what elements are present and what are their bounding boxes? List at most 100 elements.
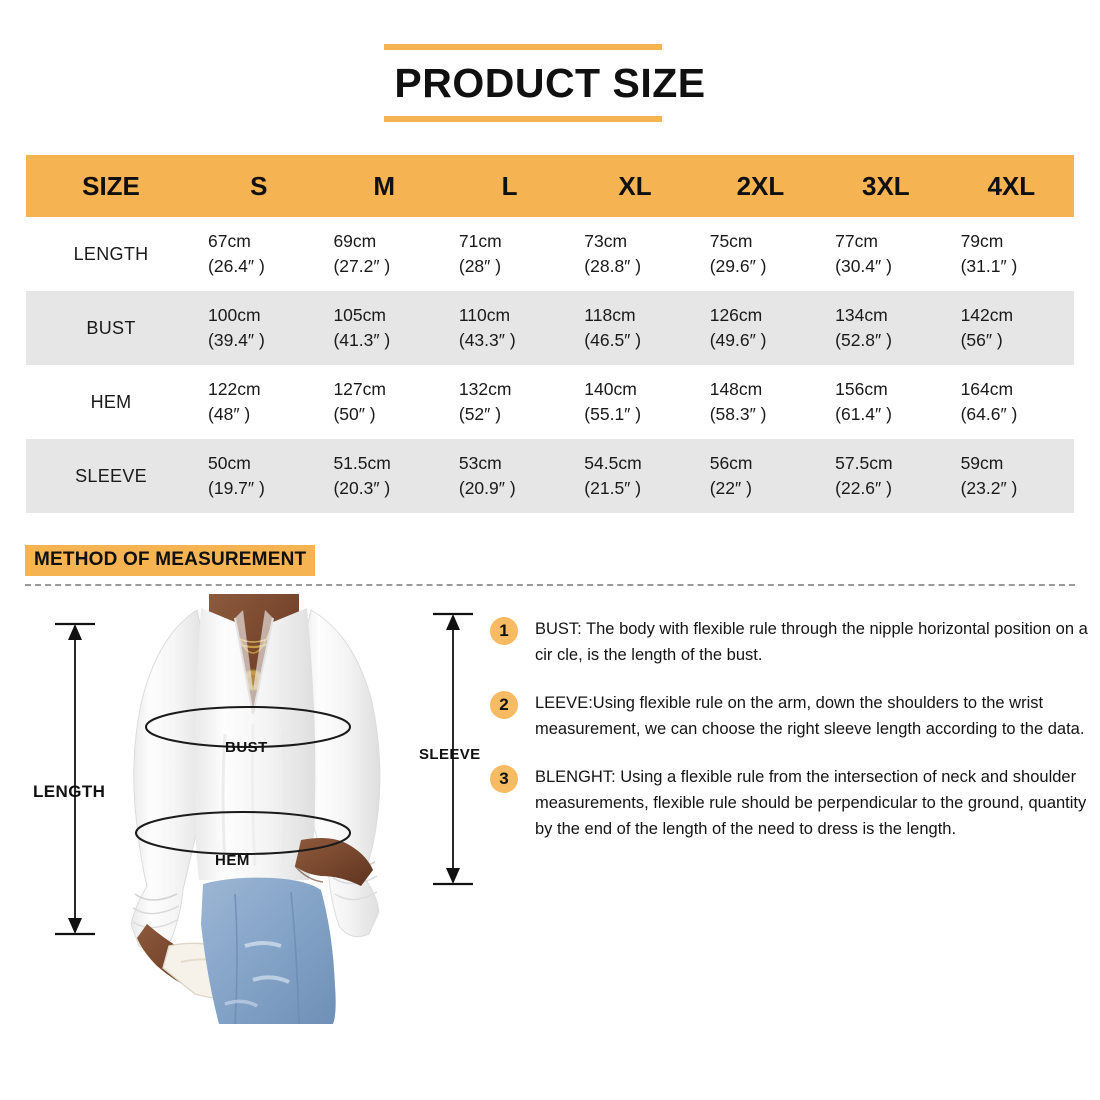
- page-title-block: PRODUCT SIZE: [0, 0, 1100, 122]
- cell-bust-2xl: 126cm (49.6″ ): [697, 291, 824, 365]
- cell-cm-value: 127cm: [333, 379, 386, 400]
- size-table-col-header-l: L: [446, 155, 573, 217]
- instruction-item-3: 3 BLENGHT: Using a flexible rule from the…: [485, 764, 1100, 842]
- size-table-col-header-2xl: 2XL: [697, 155, 824, 217]
- cell-bust-xl: 118cm (46.5″ ): [572, 291, 698, 365]
- row-label-sleeve: SLEEVE: [26, 439, 197, 513]
- method-body: BUST HEM LENGTH SLEEVE 1 BUST: The: [25, 594, 1088, 1024]
- table-row: LENGTH 67cm (26.4″ ) 69cm (27.2″ ) 71cm (28″ )…: [26, 217, 1074, 291]
- row-label-bust: BUST: [26, 291, 197, 365]
- cell-bust-m: 105cm (41.3″ ): [321, 291, 447, 365]
- cell-cm-value: 100cm: [208, 305, 261, 326]
- cell-inch-value: (23.2″ ): [960, 478, 1018, 498]
- cell-inch-value: (28.8″ ): [584, 256, 642, 276]
- title-inner: PRODUCT SIZE: [384, 44, 715, 122]
- size-table-col-header-3xl: 3XL: [823, 155, 949, 217]
- table-row: SLEEVE 50cm (19.7″ ) 51.5cm (20.3″ ) 53cm (20.…: [26, 439, 1074, 513]
- cell-hem-2xl: 148cm (58.3″ ): [697, 365, 824, 439]
- cell-length-s: 67cm (26.4″ ): [196, 217, 322, 291]
- cell-cm-value: 59cm: [960, 453, 1004, 474]
- cell-cm-value: 77cm: [835, 231, 878, 252]
- cell-inch-value: (43.3″ ): [458, 330, 516, 350]
- cell-cm-value: 71cm: [458, 231, 502, 252]
- cell-hem-3xl: 156cm (61.4″ ): [823, 365, 949, 439]
- instruction-item-2: 2 LEEVE:Using flexible rule on the arm, d…: [485, 690, 1100, 742]
- cell-inch-value: (52″ ): [458, 404, 502, 424]
- page-title: PRODUCT SIZE: [394, 60, 706, 106]
- sleeve-diagram-label: SLEEVE: [419, 746, 481, 763]
- size-table-col-header-xl: XL: [572, 155, 698, 217]
- method-of-measurement-section: METHOD OF MEASUREMENT: [0, 545, 1100, 1024]
- length-measure-arrow: [55, 622, 95, 936]
- table-row: HEM 122cm (48″ ) 127cm (50″ ) 132cm (52″ ) 140c…: [26, 365, 1074, 439]
- cell-cm-value: 126cm: [709, 305, 763, 326]
- instruction-text: BUST: The body with flexible rule throug…: [535, 620, 1088, 665]
- instruction-text: BLENGHT: Using a flexible rule from the …: [535, 768, 1087, 839]
- cell-bust-l: 110cm (43.3″ ): [446, 291, 573, 365]
- title-top-bar: [384, 44, 663, 50]
- cell-cm-value: 56cm: [709, 453, 753, 474]
- cell-inch-value: (31.1″ ): [960, 256, 1018, 276]
- model-jeans: [201, 877, 336, 1024]
- cell-bust-3xl: 134cm (52.8″ ): [823, 291, 949, 365]
- instruction-number-badge: 1: [490, 617, 518, 645]
- size-table-body: LENGTH 67cm (26.4″ ) 69cm (27.2″ ) 71cm (28″ )…: [26, 217, 1074, 513]
- cell-cm-value: 122cm: [208, 379, 261, 400]
- cell-inch-value: (55.1″ ): [584, 404, 642, 424]
- bust-measure-ellipse: [145, 706, 351, 748]
- cell-inch-value: (46.5″ ): [584, 330, 642, 350]
- cell-inch-value: (48″ ): [208, 404, 251, 424]
- cell-cm-value: 132cm: [458, 379, 512, 400]
- cell-length-l: 71cm (28″ ): [446, 217, 573, 291]
- size-table-header-row: SIZE S M L XL 2XL 3XL 4XL: [26, 155, 1074, 217]
- size-table-col-header-m: M: [321, 155, 447, 217]
- cell-hem-xl: 140cm (55.1″ ): [572, 365, 698, 439]
- instruction-number-badge: 3: [490, 765, 518, 794]
- hem-diagram-label: HEM: [215, 852, 250, 869]
- cell-inch-value: (21.5″ ): [584, 478, 642, 498]
- cell-cm-value: 53cm: [458, 453, 502, 474]
- cell-inch-value: (64.6″ ): [960, 404, 1018, 424]
- cell-cm-value: 50cm: [208, 453, 251, 474]
- cell-inch-value: (50″ ): [333, 404, 376, 424]
- cell-inch-value: (20.3″ ): [333, 478, 391, 498]
- cell-inch-value: (22″ ): [709, 478, 752, 498]
- cell-inch-value: (61.4″ ): [835, 404, 892, 424]
- size-table-col-header-label: SIZE: [26, 155, 197, 217]
- cell-sleeve-3xl: 57.5cm (22.6″ ): [823, 439, 949, 513]
- cell-cm-value: 73cm: [584, 231, 628, 252]
- cell-inch-value: (41.3″ ): [333, 330, 391, 350]
- cell-cm-value: 142cm: [960, 305, 1014, 326]
- size-table-col-header-4xl: 4XL: [948, 155, 1074, 217]
- cell-cm-value: 164cm: [960, 379, 1014, 400]
- cell-hem-s: 122cm (48″ ): [196, 365, 322, 439]
- size-table-col-header-s: S: [196, 155, 322, 217]
- cell-inch-value: (26.4″ ): [208, 256, 265, 276]
- cell-bust-4xl: 142cm (56″ ): [948, 291, 1074, 365]
- cell-cm-value: 69cm: [333, 231, 377, 252]
- size-table: SIZE S M L XL 2XL 3XL 4XL LENGTH 67cm (26.4″ ) 69c…: [26, 155, 1074, 513]
- cell-cm-value: 67cm: [208, 231, 251, 252]
- cell-inch-value: (19.7″ ): [208, 478, 265, 498]
- cell-length-xl: 73cm (28.8″ ): [572, 217, 698, 291]
- size-table-head: SIZE S M L XL 2XL 3XL 4XL: [26, 155, 1074, 217]
- cell-cm-value: 140cm: [584, 379, 637, 400]
- instruction-item-1: 1 BUST: The body with flexible rule throu…: [485, 616, 1100, 668]
- row-label-hem: HEM: [26, 365, 197, 439]
- title-bottom-bar: [384, 116, 663, 122]
- cell-cm-value: 148cm: [709, 379, 763, 400]
- size-table-container: SIZE S M L XL 2XL 3XL 4XL LENGTH 67cm (26.4″ ) 69c…: [26, 155, 1074, 513]
- cell-inch-value: (27.2″ ): [333, 256, 391, 276]
- cell-hem-m: 127cm (50″ ): [321, 365, 447, 439]
- cell-cm-value: 105cm: [333, 305, 386, 326]
- cell-sleeve-2xl: 56cm (22″ ): [697, 439, 824, 513]
- cell-cm-value: 54.5cm: [584, 453, 642, 474]
- cell-hem-l: 132cm (52″ ): [446, 365, 573, 439]
- sleeve-measure-arrow: [433, 612, 473, 886]
- cell-bust-s: 100cm (39.4″ ): [196, 291, 322, 365]
- cell-cm-value: 79cm: [960, 231, 1004, 252]
- cell-length-2xl: 75cm (29.6″ ): [697, 217, 824, 291]
- cell-length-m: 69cm (27.2″ ): [321, 217, 447, 291]
- table-row: BUST 100cm (39.4″ ) 105cm (41.3″ ) 110cm (43.3…: [26, 291, 1074, 365]
- cell-inch-value: (20.9″ ): [458, 478, 516, 498]
